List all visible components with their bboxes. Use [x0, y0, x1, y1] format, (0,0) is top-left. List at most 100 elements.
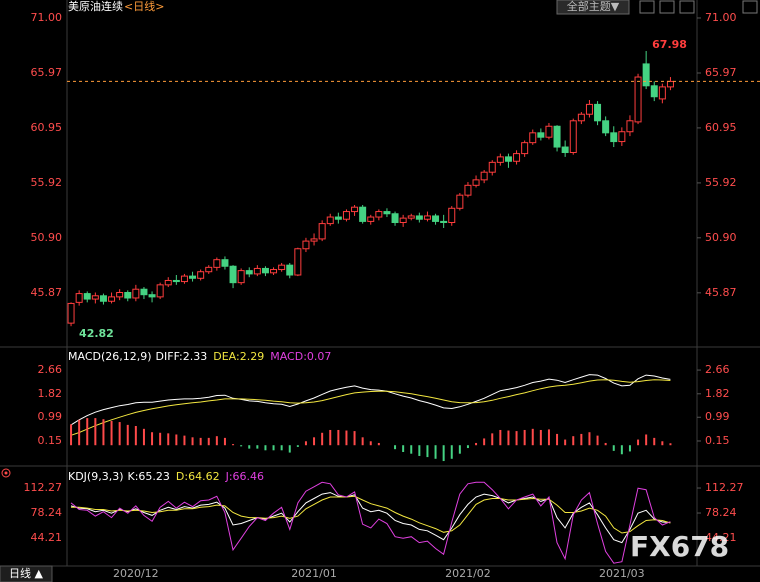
candle-body — [180, 275, 188, 283]
candle-body — [440, 220, 448, 224]
max-label: 67.98 — [652, 38, 687, 51]
y-tick-label-right: 50.90 — [705, 231, 737, 244]
candle-body — [278, 264, 286, 271]
y-tick-label-left: 0.99 — [38, 410, 63, 423]
y-tick-label-right: 0.99 — [705, 410, 730, 423]
candle-body — [456, 194, 464, 209]
candle-body — [666, 80, 674, 88]
panel-title: 美原油连续 — [68, 0, 123, 13]
y-tick-label-right: 60.95 — [705, 121, 737, 134]
candle-body — [351, 206, 359, 213]
candle-body — [326, 216, 334, 225]
y-tick-label-right: 45.87 — [705, 286, 737, 299]
candle-body — [270, 269, 278, 274]
indicator-line — [70, 379, 671, 436]
candle-body — [91, 295, 99, 300]
candle-body — [399, 217, 407, 224]
candle-body — [302, 240, 310, 250]
candle-body — [116, 292, 124, 298]
candle-body — [375, 211, 383, 218]
indicator-line — [70, 374, 671, 426]
candle-body — [148, 294, 156, 298]
candle-body — [513, 153, 521, 162]
y-tick-label-left: 55.92 — [31, 176, 63, 189]
candle-body — [423, 215, 431, 220]
candle-body — [383, 211, 391, 215]
panel-subtitle: <日线> — [124, 0, 164, 13]
x-tick-label: 2020/12 — [113, 567, 159, 580]
candle-body — [626, 120, 634, 133]
candle-body — [310, 238, 318, 242]
x-tick-label: 2021/03 — [599, 567, 645, 580]
candle-body — [140, 288, 148, 296]
y-tick-label-left: 71.00 — [31, 11, 63, 24]
y-tick-label-left: 60.95 — [31, 121, 63, 134]
legend-entry: K:65.23 — [128, 470, 170, 483]
candle-body — [67, 302, 75, 324]
candle-body — [229, 265, 237, 284]
candle-body — [618, 131, 626, 143]
period-tab[interactable] — [0, 565, 53, 582]
candle-body — [156, 284, 164, 298]
panel-title: MACD(26,12,9) — [68, 350, 152, 363]
candle-body — [480, 171, 488, 181]
y-tick-label-right: 65.97 — [705, 66, 737, 79]
candle-body — [504, 156, 512, 162]
candle-body — [488, 161, 496, 173]
candle-body — [99, 295, 107, 302]
candle-body — [650, 85, 658, 98]
min-label: 42.82 — [79, 327, 114, 340]
y-tick-label-right: 55.92 — [705, 176, 737, 189]
candle-body — [221, 259, 229, 267]
watermark: FX678 — [630, 530, 729, 563]
candle-body — [464, 184, 472, 196]
y-tick-label-right: 2.66 — [705, 363, 730, 376]
candle-body — [569, 120, 577, 154]
y-tick-label-right: 0.15 — [705, 434, 730, 447]
candle-body — [537, 132, 545, 138]
candle-body — [286, 264, 294, 276]
toolbar-icon[interactable] — [639, 0, 655, 14]
toolbar-icon[interactable] — [659, 0, 675, 14]
toolbar-icon[interactable] — [679, 0, 695, 14]
y-tick-label-right: 44.21 — [705, 531, 737, 544]
candle-body — [602, 120, 610, 134]
period-tab-label[interactable]: 日线 ▲ — [9, 566, 43, 580]
x-tick-label: 2021/02 — [445, 567, 491, 580]
candle-body — [521, 142, 529, 155]
legend-entry: J:66.46 — [225, 470, 264, 483]
candle-body — [164, 279, 172, 286]
candle-body — [132, 288, 140, 299]
legend-entry: D:64.62 — [176, 470, 220, 483]
candle-body — [245, 270, 253, 275]
indicator-line — [70, 481, 671, 564]
candle-body — [472, 179, 480, 186]
x-tick-label: 2021/01 — [291, 567, 337, 580]
candle-body — [545, 125, 553, 138]
candle-body — [334, 216, 342, 220]
theme-button-label[interactable]: 全部主题▼ — [567, 0, 620, 13]
candle-body — [407, 215, 415, 219]
y-tick-label-right: 71.00 — [705, 11, 737, 24]
panel-title: KDJ(9,3,3) — [68, 470, 124, 483]
y-tick-label-left: 45.87 — [31, 286, 63, 299]
candle-body — [496, 156, 504, 163]
candle-body — [634, 76, 642, 123]
candle-body — [172, 279, 180, 283]
legend-entry: DEA:2.29 — [213, 350, 264, 363]
candle-body — [189, 275, 197, 279]
panel-icon-dot — [4, 471, 8, 475]
panel-icon[interactable] — [1, 468, 11, 478]
candle-body — [294, 248, 302, 276]
candle-body — [359, 206, 367, 222]
legend-entry: MACD:0.07 — [270, 350, 331, 363]
y-tick-label-right: 78.24 — [705, 506, 737, 519]
candle-body — [391, 213, 399, 224]
candle-body — [367, 216, 375, 222]
candle-body — [318, 223, 326, 240]
toolbar-icon[interactable] — [742, 0, 758, 14]
candle-body — [261, 267, 269, 274]
indicator-line — [71, 495, 671, 534]
theme-button[interactable] — [556, 0, 630, 15]
